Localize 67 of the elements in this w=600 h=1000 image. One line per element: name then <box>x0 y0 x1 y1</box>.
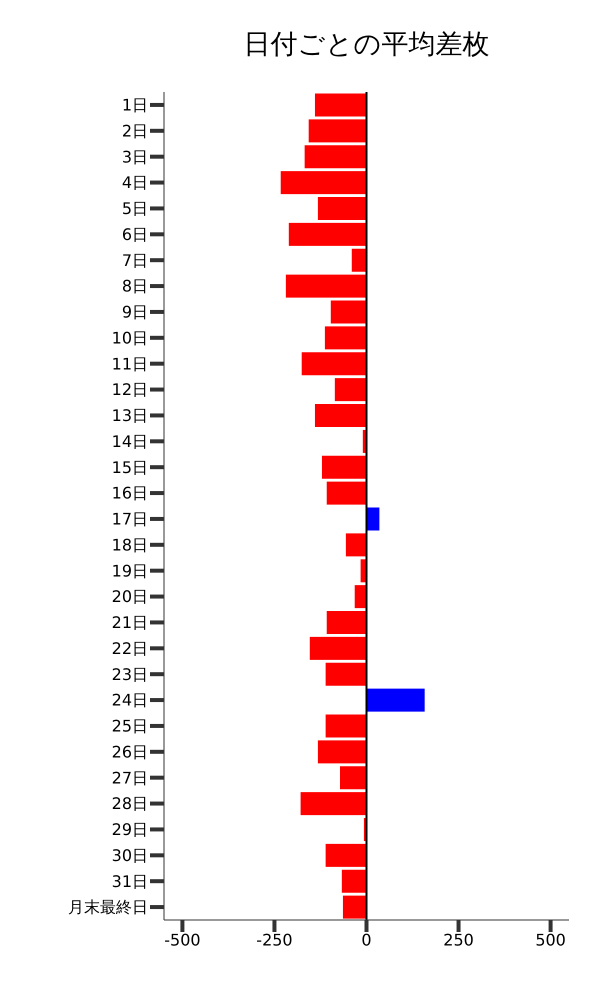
bar <box>326 714 366 738</box>
bar <box>318 197 366 220</box>
y-tick-label: 9日 <box>122 302 148 322</box>
x-tick-label: -500 <box>164 930 201 950</box>
x-tick-label: 500 <box>535 930 566 950</box>
y-tick-label: 7日 <box>122 250 148 270</box>
bar <box>280 171 366 194</box>
bar <box>340 766 366 790</box>
y-tick-label: 19日 <box>112 561 148 580</box>
y-tick-label: 26日 <box>112 742 148 762</box>
bar <box>366 688 425 712</box>
y-tick-label: 4日 <box>122 173 148 192</box>
y-tick-label: 8日 <box>122 276 148 296</box>
x-tick-label: 250 <box>443 930 474 950</box>
y-tick-label: 14日 <box>112 432 148 451</box>
bar <box>326 482 366 505</box>
bar <box>326 662 366 686</box>
bar <box>286 274 366 298</box>
bar <box>352 248 366 272</box>
y-tick-label: 21日 <box>112 613 148 632</box>
y-tick-label: 15日 <box>112 458 148 477</box>
y-tick-label: 11日 <box>112 354 148 374</box>
y-tick-label: 23日 <box>112 664 148 684</box>
bar <box>304 145 366 168</box>
y-tick-label: 17日 <box>112 510 148 529</box>
bar <box>326 611 366 634</box>
y-tick-label: 1日 <box>122 96 148 115</box>
y-tick-label: 29日 <box>112 820 148 840</box>
y-tick-label: 31日 <box>112 872 148 891</box>
y-tick-label: 12日 <box>112 380 148 400</box>
y-tick-label: 2日 <box>122 121 148 140</box>
bar <box>342 870 366 893</box>
y-tick-label: 13日 <box>112 406 148 426</box>
bar <box>326 844 366 867</box>
bar <box>366 508 380 531</box>
y-tick-label: 27日 <box>112 768 148 788</box>
bar <box>314 404 366 428</box>
y-tick-label: 30日 <box>112 846 148 865</box>
y-tick-label: 24日 <box>112 690 148 710</box>
y-tick-label: 22日 <box>112 638 148 658</box>
bar <box>308 119 366 142</box>
y-tick-label: 6日 <box>122 224 148 244</box>
bar <box>334 378 366 402</box>
chart-title: 日付ごとの平均差枚 <box>242 28 490 62</box>
bar <box>324 326 366 350</box>
y-tick-label: 3日 <box>122 147 148 166</box>
bar <box>330 300 366 324</box>
y-tick-label: 25日 <box>112 716 148 736</box>
y-tick-label: 5日 <box>122 199 148 218</box>
x-tick-label: 0 <box>361 930 372 950</box>
bar <box>300 792 366 816</box>
y-tick-label: 10日 <box>112 328 148 348</box>
x-tick-label: -250 <box>256 930 293 950</box>
bar <box>314 94 366 117</box>
bar <box>302 352 366 376</box>
bar <box>318 740 366 764</box>
y-tick-label: 20日 <box>112 587 148 606</box>
y-tick-label: 28日 <box>112 794 148 814</box>
bar <box>310 636 366 660</box>
y-tick-label: 18日 <box>112 535 148 554</box>
bar <box>342 896 366 919</box>
bar <box>346 533 366 556</box>
bar <box>322 456 366 479</box>
y-tick-label: 16日 <box>112 484 148 503</box>
bar <box>288 222 366 246</box>
y-tick-label: 月末最終日 <box>68 898 148 917</box>
bar <box>354 585 366 608</box>
